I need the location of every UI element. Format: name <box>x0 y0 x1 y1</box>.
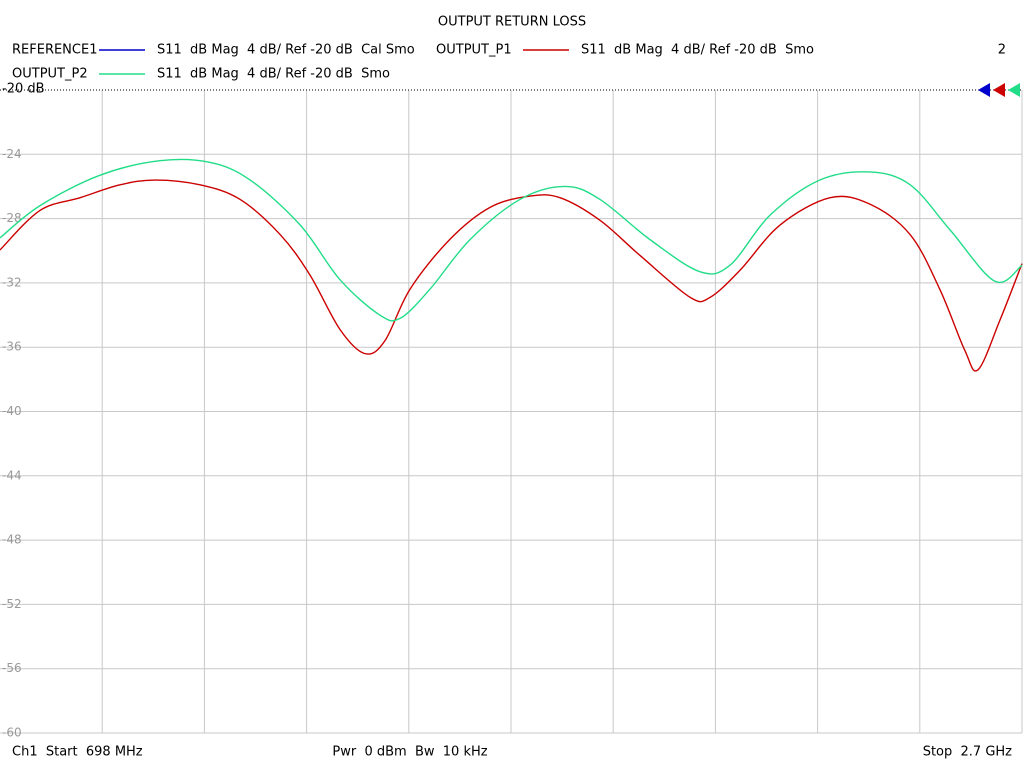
chart-title: OUTPUT RETURN LOSS <box>438 15 586 30</box>
reference-marker <box>978 83 990 97</box>
y-tick-label: -28 <box>2 211 22 225</box>
legend-name: REFERENCE1 <box>12 43 97 58</box>
reference-marker <box>993 83 1005 97</box>
y-tick-label: -52 <box>2 597 22 611</box>
y-tick-label: -24 <box>2 147 22 161</box>
legend-name: OUTPUT_P1 <box>436 43 512 58</box>
legend-description: S11 dB Mag 4 dB/ Ref -20 dB Smo <box>581 43 814 58</box>
footer-right: Stop 2.7 GHz <box>923 745 1012 760</box>
y-tick-label: -44 <box>2 468 22 482</box>
trace <box>0 158 1023 322</box>
footer-center: Pwr 0 dBm Bw 10 kHz <box>332 745 487 760</box>
marker-label: 2 <box>998 43 1006 58</box>
y-tick-label: -48 <box>2 533 22 547</box>
y-tick-label: -32 <box>2 275 22 289</box>
y-tick-label: -36 <box>2 340 22 354</box>
y-tick-label: -60 <box>2 726 22 740</box>
trace <box>0 179 1023 372</box>
legend-description: S11 dB Mag 4 dB/ Ref -20 dB Cal Smo <box>157 43 415 58</box>
y-tick-label: -20 dB <box>2 82 45 97</box>
y-tick-label: -40 <box>2 404 22 418</box>
reference-marker <box>1008 83 1020 97</box>
footer-left: Ch1 Start 698 MHz <box>12 745 143 760</box>
y-tick-label: -56 <box>2 661 22 675</box>
legend-description: S11 dB Mag 4 dB/ Ref -20 dB Smo <box>157 67 390 82</box>
legend-name: OUTPUT_P2 <box>12 67 88 82</box>
